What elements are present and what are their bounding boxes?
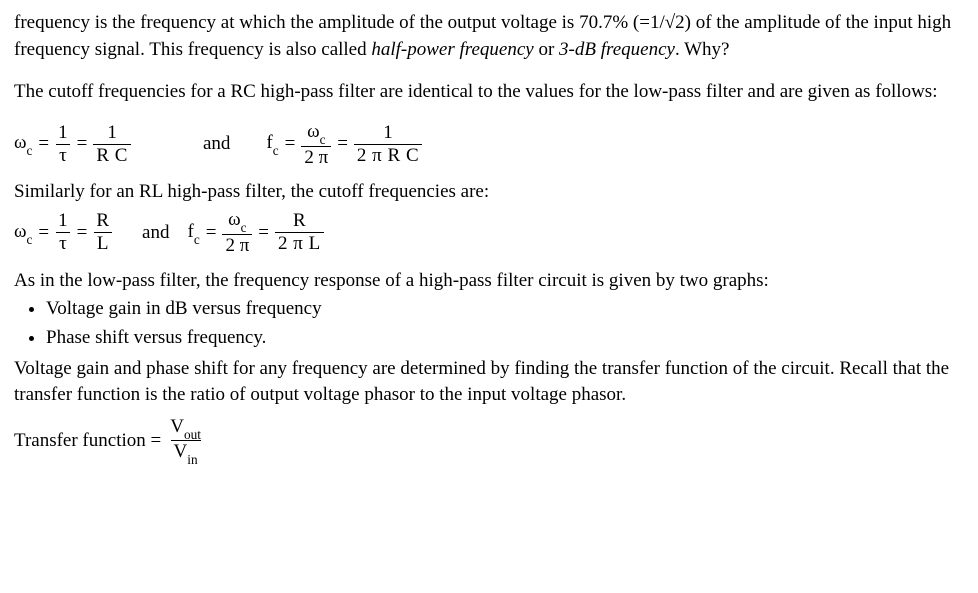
equals: = bbox=[77, 220, 88, 247]
omega-symbol: ωc bbox=[14, 219, 32, 247]
equals: = bbox=[258, 220, 269, 247]
f-symbol: fc bbox=[187, 219, 199, 247]
paragraph-rl-intro: Similarly for an RL high-pass filter, th… bbox=[14, 179, 964, 206]
fraction: ωc 2 π bbox=[222, 210, 252, 256]
text: or bbox=[534, 39, 559, 60]
equation-rl-cutoff: ωc = 1 τ = R L and fc = ωc 2 π = R 2 π L bbox=[14, 210, 964, 256]
omega-symbol: ωc bbox=[14, 130, 32, 158]
italic-term: 3-dB frequency bbox=[559, 39, 675, 60]
paragraph-two-graphs: As in the low-pass filter, the frequency… bbox=[14, 268, 964, 295]
text: . Why? bbox=[675, 39, 730, 60]
fraction: 1 τ bbox=[55, 123, 71, 166]
transfer-label: Transfer function = bbox=[14, 428, 161, 455]
fraction: 1 R C bbox=[93, 123, 131, 166]
paragraph-rc-intro: The cutoff frequencies for a RC high-pas… bbox=[14, 79, 964, 106]
fraction: 1 2 π R C bbox=[354, 123, 422, 166]
italic-term: half-power frequency bbox=[371, 39, 533, 60]
equals: = bbox=[285, 131, 296, 158]
bullet-list: Voltage gain in dB versus frequency Phas… bbox=[14, 296, 964, 351]
list-item: Voltage gain in dB versus frequency bbox=[46, 296, 964, 323]
list-item: Phase shift versus frequency. bbox=[46, 325, 964, 352]
fraction: R L bbox=[93, 211, 112, 254]
paragraph-intro: frequency is the frequency at which the … bbox=[14, 10, 964, 63]
fraction: 1 τ bbox=[55, 211, 71, 254]
fraction: R 2 π L bbox=[275, 211, 324, 254]
equals: = bbox=[206, 220, 217, 247]
equation-rc-cutoff: ωc = 1 τ = 1 R C and fc = ωc 2 π = 1 2 π… bbox=[14, 122, 964, 168]
equation-transfer-function: Transfer function = Vout Vin bbox=[14, 417, 964, 466]
paragraph-transfer: Voltage gain and phase shift for any fre… bbox=[14, 356, 964, 409]
fraction: Vout Vin bbox=[167, 417, 204, 466]
f-symbol: fc bbox=[266, 130, 278, 158]
and-text: and bbox=[142, 220, 169, 247]
equals: = bbox=[38, 220, 49, 247]
fraction: ωc 2 π bbox=[301, 122, 331, 168]
and-text: and bbox=[203, 131, 230, 158]
equals: = bbox=[38, 131, 49, 158]
equals: = bbox=[337, 131, 348, 158]
equals: = bbox=[77, 131, 88, 158]
